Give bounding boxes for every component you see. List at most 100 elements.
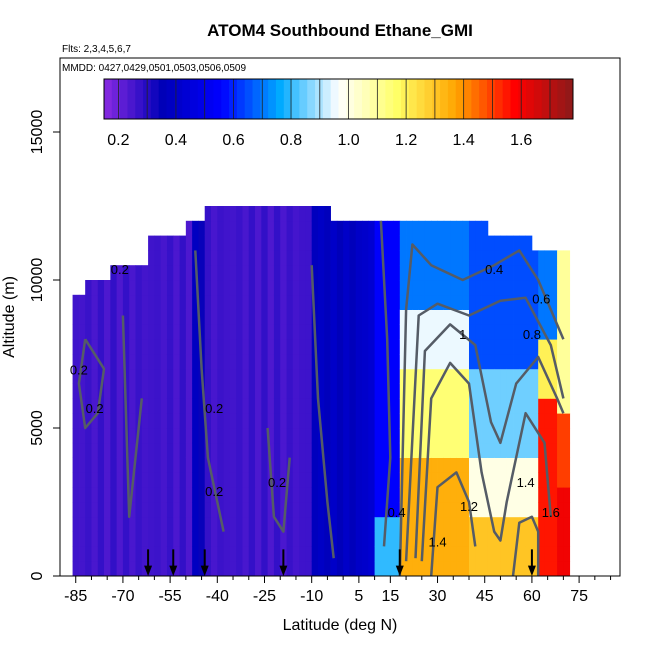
heatmap-cell xyxy=(494,383,501,399)
heatmap-cell xyxy=(550,250,558,266)
heatmap-cell xyxy=(154,398,162,414)
colorbar-segment xyxy=(455,79,465,119)
heatmap-cell xyxy=(437,413,445,429)
heatmap-cell xyxy=(78,472,86,488)
heatmap-cell xyxy=(72,472,80,488)
heatmap-cell xyxy=(154,472,162,488)
heatmap-cell xyxy=(148,428,155,444)
heatmap-cell xyxy=(443,368,451,384)
heatmap-cell xyxy=(173,280,180,296)
heatmap-cell xyxy=(500,339,508,355)
heatmap-cell xyxy=(116,457,124,473)
heatmap-cell xyxy=(280,220,287,236)
heatmap-cell xyxy=(292,561,300,577)
heatmap-cell xyxy=(336,531,344,547)
heatmap-cell xyxy=(393,250,401,266)
heatmap-cell xyxy=(311,502,319,518)
heatmap-cell xyxy=(192,309,199,325)
heatmap-cell xyxy=(148,309,155,325)
heatmap-cell xyxy=(324,250,331,266)
x-axis: -85 -70 -55 -40 -25 -10 5 15 30 45 60 75 xyxy=(64,576,612,605)
heatmap-cell xyxy=(538,383,545,399)
heatmap-cell xyxy=(185,294,193,310)
heatmap-cell xyxy=(116,428,124,444)
heatmap-cell xyxy=(557,487,564,503)
colorbar-tick-label: 1.4 xyxy=(453,132,475,149)
heatmap-cell xyxy=(261,383,269,399)
heatmap-cell xyxy=(273,457,281,473)
heatmap-cell xyxy=(255,442,262,458)
heatmap-cell xyxy=(255,516,262,532)
heatmap-cell xyxy=(456,561,464,577)
colorbar-segment xyxy=(252,79,261,119)
heatmap-cell xyxy=(286,531,294,547)
heatmap-cell xyxy=(349,442,357,458)
heatmap-cell xyxy=(192,546,199,562)
heatmap-cell xyxy=(481,413,489,429)
heatmap-cell xyxy=(418,294,426,310)
heatmap-cell xyxy=(91,561,99,577)
heatmap-cell xyxy=(179,250,187,266)
heatmap-cell xyxy=(355,280,363,296)
heatmap-cell xyxy=(500,502,508,518)
heatmap-cell xyxy=(418,368,426,384)
heatmap-cell xyxy=(286,428,294,444)
heatmap-cell xyxy=(248,413,256,429)
heatmap-cell xyxy=(104,472,111,488)
heatmap-cell xyxy=(110,324,118,340)
heatmap-cell xyxy=(192,413,199,429)
heatmap-cell xyxy=(487,472,495,488)
heatmap-cell xyxy=(85,309,92,325)
heatmap-cell xyxy=(299,428,306,444)
heatmap-cell xyxy=(557,339,564,355)
heatmap-cell xyxy=(531,546,539,562)
heatmap-cell xyxy=(85,294,92,310)
heatmap-cell xyxy=(286,354,294,370)
heatmap-cell xyxy=(85,487,92,503)
heatmap-cell xyxy=(343,398,350,414)
heatmap-cell xyxy=(374,546,382,562)
heatmap-cell xyxy=(179,531,187,547)
heatmap-cell xyxy=(513,265,520,281)
heatmap-cell xyxy=(236,516,243,532)
heatmap-cell xyxy=(78,561,86,577)
heatmap-cell xyxy=(148,516,155,532)
heatmap-cell xyxy=(261,324,269,340)
heatmap-cell xyxy=(525,502,533,518)
heatmap-cell xyxy=(160,516,168,532)
heatmap-cell xyxy=(362,516,369,532)
flight-marker-arrow xyxy=(169,565,178,576)
contour-line xyxy=(77,338,106,430)
heatmap-cell xyxy=(192,398,199,414)
heatmap-cell xyxy=(261,280,269,296)
heatmap-cell xyxy=(122,502,130,518)
heatmap-cell xyxy=(122,546,130,562)
heatmap-cell xyxy=(531,339,539,355)
heatmap-cell xyxy=(211,309,218,325)
heatmap-cell xyxy=(173,398,180,414)
heatmap-cell xyxy=(229,457,237,473)
heatmap-cell xyxy=(242,220,250,236)
heatmap-cell xyxy=(336,250,344,266)
heatmap-cell xyxy=(280,472,287,488)
heatmap-cell xyxy=(317,265,325,281)
heatmap-cell xyxy=(324,265,331,281)
heatmap-cell xyxy=(173,383,180,399)
heatmap-cell xyxy=(273,265,281,281)
heatmap-cell xyxy=(362,324,369,340)
heatmap-cell xyxy=(349,294,357,310)
heatmap-cell xyxy=(236,472,243,488)
heatmap-cell xyxy=(468,324,476,340)
heatmap-cell xyxy=(393,265,401,281)
heatmap-cell xyxy=(198,339,206,355)
heatmap-cell xyxy=(362,546,369,562)
heatmap-cell xyxy=(487,294,495,310)
heatmap-cell xyxy=(399,220,407,236)
heatmap-cell xyxy=(424,220,432,236)
heatmap-cell xyxy=(292,487,300,503)
heatmap-cell xyxy=(544,516,552,532)
heatmap-cell xyxy=(343,472,350,488)
contour-label: 1.2 xyxy=(460,499,478,514)
heatmap-cell xyxy=(236,368,243,384)
heatmap-cell xyxy=(399,250,407,266)
